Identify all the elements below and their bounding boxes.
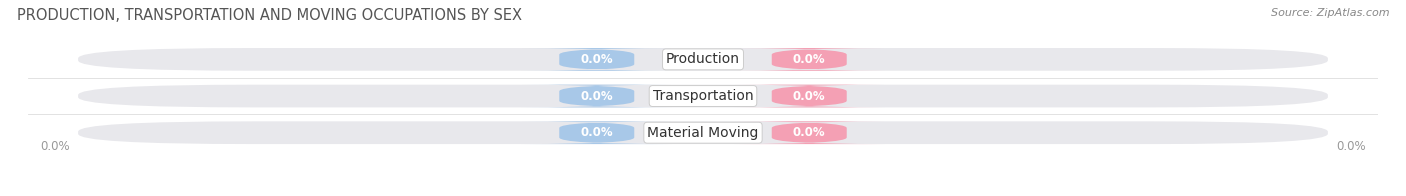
- FancyBboxPatch shape: [79, 121, 1327, 144]
- Text: Material Moving: Material Moving: [647, 126, 759, 140]
- Text: 0.0%: 0.0%: [581, 126, 613, 139]
- FancyBboxPatch shape: [79, 48, 1327, 71]
- Text: Transportation: Transportation: [652, 89, 754, 103]
- Text: 0.0%: 0.0%: [793, 53, 825, 66]
- Text: 0.0%: 0.0%: [581, 53, 613, 66]
- FancyBboxPatch shape: [522, 48, 672, 71]
- FancyBboxPatch shape: [79, 85, 1327, 107]
- Text: Source: ZipAtlas.com: Source: ZipAtlas.com: [1271, 8, 1389, 18]
- Text: 0.0%: 0.0%: [793, 126, 825, 139]
- FancyBboxPatch shape: [734, 48, 884, 71]
- FancyBboxPatch shape: [734, 121, 884, 144]
- Text: 0.0%: 0.0%: [1336, 140, 1365, 153]
- Text: 0.0%: 0.0%: [581, 90, 613, 103]
- FancyBboxPatch shape: [522, 121, 672, 144]
- FancyBboxPatch shape: [734, 85, 884, 107]
- Legend: Male, Female: Male, Female: [637, 194, 769, 196]
- Text: 0.0%: 0.0%: [41, 140, 70, 153]
- Text: 0.0%: 0.0%: [793, 90, 825, 103]
- Text: Production: Production: [666, 52, 740, 66]
- Text: PRODUCTION, TRANSPORTATION AND MOVING OCCUPATIONS BY SEX: PRODUCTION, TRANSPORTATION AND MOVING OC…: [17, 8, 522, 23]
- FancyBboxPatch shape: [522, 85, 672, 107]
